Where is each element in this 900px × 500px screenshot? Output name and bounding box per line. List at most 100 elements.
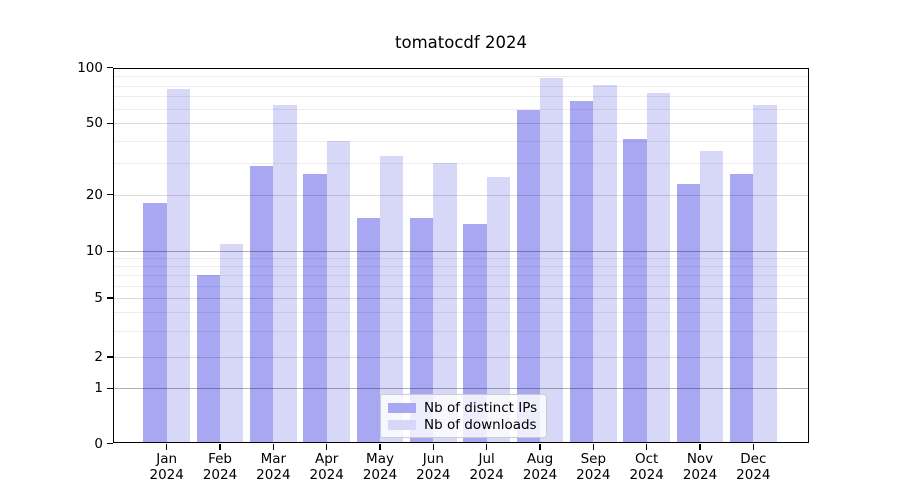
- y-tick-label-0: 0: [94, 435, 103, 452]
- x-tick-year: 2024: [522, 466, 558, 483]
- y-tick-mark-100: [107, 67, 114, 69]
- bar-distinct-ips-dec: [730, 174, 754, 444]
- x-tick-month: Sep: [580, 451, 607, 467]
- bar-downloads-apr: [326, 140, 350, 444]
- gridline-40: [113, 140, 810, 142]
- bar-downloads-oct: [646, 92, 670, 444]
- y-tick-mark-1: [107, 387, 114, 389]
- gridline-7: [113, 275, 810, 277]
- legend-swatch-downloads: [388, 419, 416, 430]
- gridline-8: [113, 266, 810, 268]
- bar-distinct-ips-sep: [570, 101, 594, 444]
- x-tick-mark-jun: [432, 443, 434, 450]
- x-tick-year: 2024: [309, 466, 344, 483]
- gridline-4: [113, 312, 810, 314]
- x-tick-month: Jun: [422, 451, 444, 467]
- bar-distinct-ips-jun: [410, 218, 434, 444]
- bar-downloads-aug: [540, 77, 564, 444]
- gridline-6: [113, 285, 810, 287]
- gridline-5: [113, 297, 810, 299]
- y-tick-mark-5: [107, 297, 114, 299]
- x-tick-mark-nov: [699, 443, 701, 450]
- bar-distinct-ips-aug: [516, 110, 540, 444]
- x-tick-label-jan: Jan 2024: [137, 451, 197, 483]
- x-tick-label-feb: Feb 2024: [190, 451, 250, 483]
- y-tick-label-10: 10: [85, 243, 103, 260]
- y-tick-mark-20: [107, 194, 114, 196]
- x-tick-mark-oct: [646, 443, 648, 450]
- y-tick-mark-2: [107, 356, 114, 358]
- x-tick-month: Aug: [526, 451, 554, 467]
- x-tick-label-oct: Oct 2024: [617, 451, 677, 483]
- bar-downloads-mar: [273, 104, 297, 444]
- bar-downloads-sep: [593, 84, 617, 444]
- x-tick-month: Jul: [478, 451, 495, 467]
- x-tick-year: 2024: [682, 466, 718, 483]
- bar-downloads-dec: [753, 104, 777, 444]
- bar-distinct-ips-may: [356, 218, 380, 444]
- legend-row-distinct-ips: Nb of distinct IPs: [388, 399, 537, 416]
- x-tick-year: 2024: [416, 466, 451, 483]
- x-tick-year: 2024: [202, 466, 238, 483]
- x-tick-year: 2024: [256, 466, 291, 483]
- gridline-2: [113, 356, 810, 358]
- x-tick-mark-jan: [166, 443, 168, 450]
- gridline-10: [113, 251, 810, 253]
- x-tick-month: Nov: [686, 451, 714, 467]
- x-tick-year: 2024: [149, 466, 184, 483]
- legend: Nb of distinct IPs Nb of downloads: [380, 394, 548, 438]
- x-tick-month: May: [366, 451, 394, 467]
- x-tick-label-aug: Aug 2024: [510, 451, 570, 483]
- gridline-20: [113, 194, 810, 196]
- gridline-50: [113, 123, 810, 125]
- x-tick-year: 2024: [362, 466, 398, 483]
- x-tick-year: 2024: [576, 466, 611, 483]
- bar-distinct-ips-oct: [623, 138, 647, 444]
- y-tick-label-100: 100: [77, 59, 103, 76]
- gridline-1: [113, 388, 810, 390]
- bar-downloads-jun: [433, 163, 457, 444]
- plot-area: [113, 68, 810, 444]
- x-tick-mark-jul: [486, 443, 488, 450]
- x-tick-month: Oct: [634, 451, 659, 467]
- gridline-80: [113, 85, 810, 87]
- x-tick-mark-feb: [219, 443, 221, 450]
- legend-label-downloads: Nb of downloads: [424, 416, 537, 433]
- x-tick-label-jun: Jun 2024: [403, 451, 463, 483]
- y-tick-mark-10: [107, 250, 114, 252]
- x-tick-year: 2024: [469, 466, 504, 483]
- y-tick-label-20: 20: [85, 186, 103, 203]
- x-tick-month: Dec: [740, 451, 767, 467]
- y-tick-label-1: 1: [94, 380, 103, 397]
- x-tick-year: 2024: [736, 466, 771, 483]
- gridline-9: [113, 258, 810, 260]
- x-tick-month: Jan: [156, 451, 178, 467]
- bar-downloads-feb: [220, 243, 244, 444]
- x-tick-label-mar: Mar 2024: [243, 451, 303, 483]
- x-tick-year: 2024: [629, 466, 664, 483]
- gridline-30: [113, 163, 810, 165]
- x-tick-label-may: May 2024: [350, 451, 410, 483]
- bar-distinct-ips-nov: [676, 183, 700, 444]
- bar-downloads-jul: [486, 177, 510, 444]
- y-tick-label-5: 5: [94, 290, 103, 306]
- x-tick-month: Apr: [315, 451, 339, 467]
- x-tick-month: Mar: [260, 451, 287, 467]
- legend-row-downloads: Nb of downloads: [388, 416, 537, 433]
- bar-distinct-ips-feb: [196, 275, 221, 444]
- bar-downloads-nov: [699, 151, 724, 444]
- y-tick-mark-50: [107, 122, 114, 124]
- gridline-3: [113, 330, 810, 332]
- bar-distinct-ips-apr: [303, 174, 327, 444]
- bar-downloads-jan: [166, 88, 190, 444]
- x-tick-mark-dec: [752, 443, 754, 450]
- x-tick-label-jul: Jul 2024: [457, 451, 517, 483]
- gridline-70: [113, 96, 810, 98]
- bar-downloads-may: [380, 155, 404, 444]
- x-tick-label-sep: Sep 2024: [563, 451, 623, 483]
- x-tick-mark-may: [379, 443, 381, 450]
- x-tick-label-nov: Nov 2024: [670, 451, 730, 483]
- y-tick-mark-0: [107, 442, 114, 445]
- gridline-60: [113, 108, 810, 110]
